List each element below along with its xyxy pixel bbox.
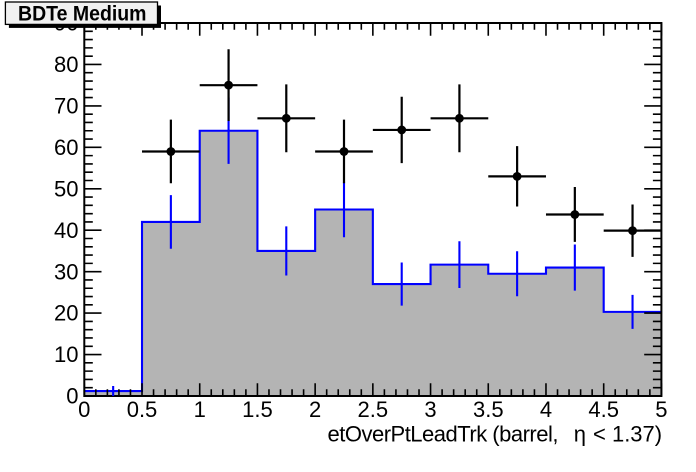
svg-text:1: 1 (194, 397, 206, 422)
svg-text:< 1.37): < 1.37) (593, 421, 662, 446)
svg-text:70: 70 (54, 94, 78, 119)
svg-text:etOverPtLeadTrk (barrel,: etOverPtLeadTrk (barrel, (328, 421, 559, 446)
svg-text:0.5: 0.5 (127, 397, 158, 422)
svg-text:10: 10 (54, 342, 78, 367)
svg-text:5: 5 (655, 397, 667, 422)
svg-text:4: 4 (540, 397, 552, 422)
svg-text:2.5: 2.5 (358, 397, 389, 422)
svg-text:60: 60 (54, 135, 78, 160)
svg-text:1.5: 1.5 (242, 397, 273, 422)
svg-text:40: 40 (54, 218, 78, 243)
svg-text:4.5: 4.5 (588, 397, 619, 422)
svg-text:0: 0 (78, 397, 90, 422)
svg-text:80: 80 (54, 52, 78, 77)
svg-text:2: 2 (309, 397, 321, 422)
svg-text:3.5: 3.5 (473, 397, 504, 422)
svg-text:BDTe Medium: BDTe Medium (18, 3, 147, 26)
svg-text:50: 50 (54, 176, 78, 201)
svg-text:3: 3 (424, 397, 436, 422)
svg-text:30: 30 (54, 259, 78, 284)
svg-text:20: 20 (54, 301, 78, 326)
svg-text:η: η (574, 421, 586, 446)
svg-text:0: 0 (66, 384, 78, 409)
